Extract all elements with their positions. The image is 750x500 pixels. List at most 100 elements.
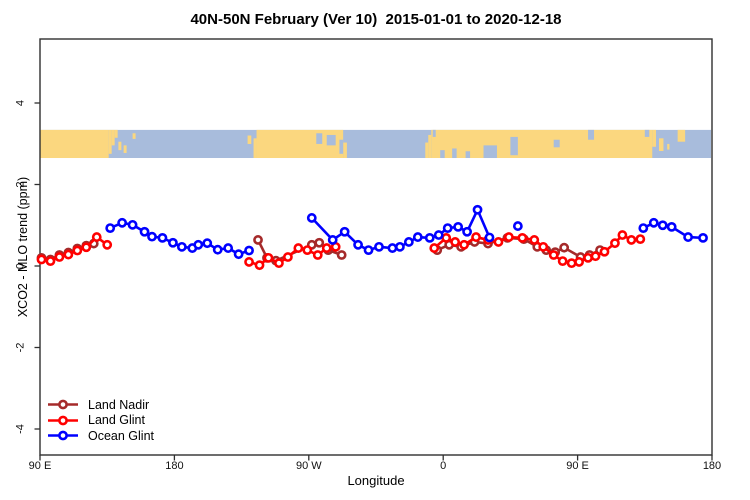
x-tick-label: 90 E [566,460,589,472]
land-glint-point [72,245,83,256]
ocean-glint-point [176,241,187,252]
x-tick-label: 90 W [296,460,322,472]
land-glint-point [263,252,274,263]
land-glint-point [548,250,559,260]
ocean-glint-point [147,231,157,242]
map-strip-land [431,129,653,159]
land-glint-point [538,241,549,252]
y-tick-label: -4 [15,424,27,434]
ocean-glint-point [638,223,649,234]
x-axis-label: Longitude [347,473,405,488]
legend-marker [58,415,68,426]
map-strip-land [108,129,112,154]
land-glint-point [626,235,637,245]
map-strip-land [118,141,122,151]
legend-item-land-nadir: Land Nadir [46,397,154,413]
ocean-glint-point [648,217,659,228]
land-glint-point [45,256,56,267]
land-glint-point [63,249,74,260]
y-tick-label: 2 [15,181,27,187]
map-strip-water [588,129,595,140]
land-glint-point [583,252,593,263]
map-strip-land [247,135,252,144]
map-strip-water [553,139,560,148]
ocean-glint-point [442,223,453,234]
ocean-glint-point [306,213,317,223]
y-axis-label: XCO2 - MLO trend (ppm) [16,176,30,318]
legend: Land Nadir Land Glint Ocean Glint [46,397,154,444]
land-glint-point [635,234,646,245]
map-strip-land [111,129,115,146]
ocean-glint-point [233,249,244,260]
ocean-glint-point [339,226,350,237]
x-tick-label: 180 [703,460,721,472]
ocean-glint-point [433,230,444,240]
land-glint-point [274,258,284,269]
land-glint-point [590,251,601,262]
land-glint-point [282,252,293,262]
ocean-glint-point [157,232,168,243]
land-glint-point [557,256,568,267]
map-strip-land [428,134,432,159]
land-glint-point [244,257,254,267]
map-strip-water [432,129,436,137]
ocean-glint-point [387,243,398,253]
x-tick-label: 0 [440,460,446,472]
land-glint-point [617,230,628,240]
map-strip-land [123,145,127,153]
land-glint-point [302,245,313,256]
ocean-glint-point [139,226,150,237]
ocean-glint-point [212,244,223,255]
legend-item-ocean-glint: Ocean Glint [46,428,154,444]
ocean-glint-point [403,237,414,247]
ocean-glint-point [363,245,374,256]
land-glint-point [504,232,514,242]
map-strip-land [667,143,670,150]
ocean-glint-point [374,241,384,252]
legend-label: Ocean Glint [88,428,155,443]
map-strip-land [658,138,664,151]
land-glint-point [36,254,47,265]
ocean-glint-point [223,243,234,253]
ocean-glint-point [202,238,213,249]
chart-title: 40N-50N February (Ver 10) 2015-01-01 to … [190,11,562,28]
map-strip-water [465,151,471,159]
land-nadir-point [336,250,347,260]
y-tick-label: -2 [15,343,27,353]
ocean-glint-point [193,239,204,250]
map-strip-water [316,133,323,144]
land-glint-point [599,246,610,257]
map-strip-land [677,129,686,142]
land-glint-point [321,243,332,253]
ocean-glint-point [512,221,523,231]
land-nadir-point [314,237,325,248]
legend-marker [58,430,68,441]
land-glint-point [81,242,92,253]
ocean-glint-point [412,232,423,242]
land-glint-point [102,239,113,250]
legend-item-land-glint: Land Glint [46,413,154,429]
land-glint-point [254,260,265,271]
map-strip-land [425,142,429,159]
ocean-glint-point [327,235,338,245]
land-nadir-symbol-icon [48,399,78,410]
ocean-glint-symbol-icon [48,430,78,441]
map-strip-land [40,129,109,159]
land-glint-point [293,243,304,253]
land-glint-point [429,243,440,253]
map-strip-water [452,148,457,159]
ocean-glint-point [168,237,178,248]
ocean-glint-point [105,223,116,234]
ocean-glint-point [394,241,405,252]
ocean-glint-point [683,232,694,242]
ocean-glint-point [244,245,254,256]
ocean-glint-point [484,232,495,243]
ocean-glint-point [462,226,472,237]
ocean-glint-point [117,217,128,228]
land-glint-point [529,235,540,245]
land-glint-point [312,250,323,260]
land-glint-point [54,252,65,262]
map-strip-land [652,129,656,147]
y-tick-label: 0 [15,263,27,269]
land-glint-point [91,232,102,242]
